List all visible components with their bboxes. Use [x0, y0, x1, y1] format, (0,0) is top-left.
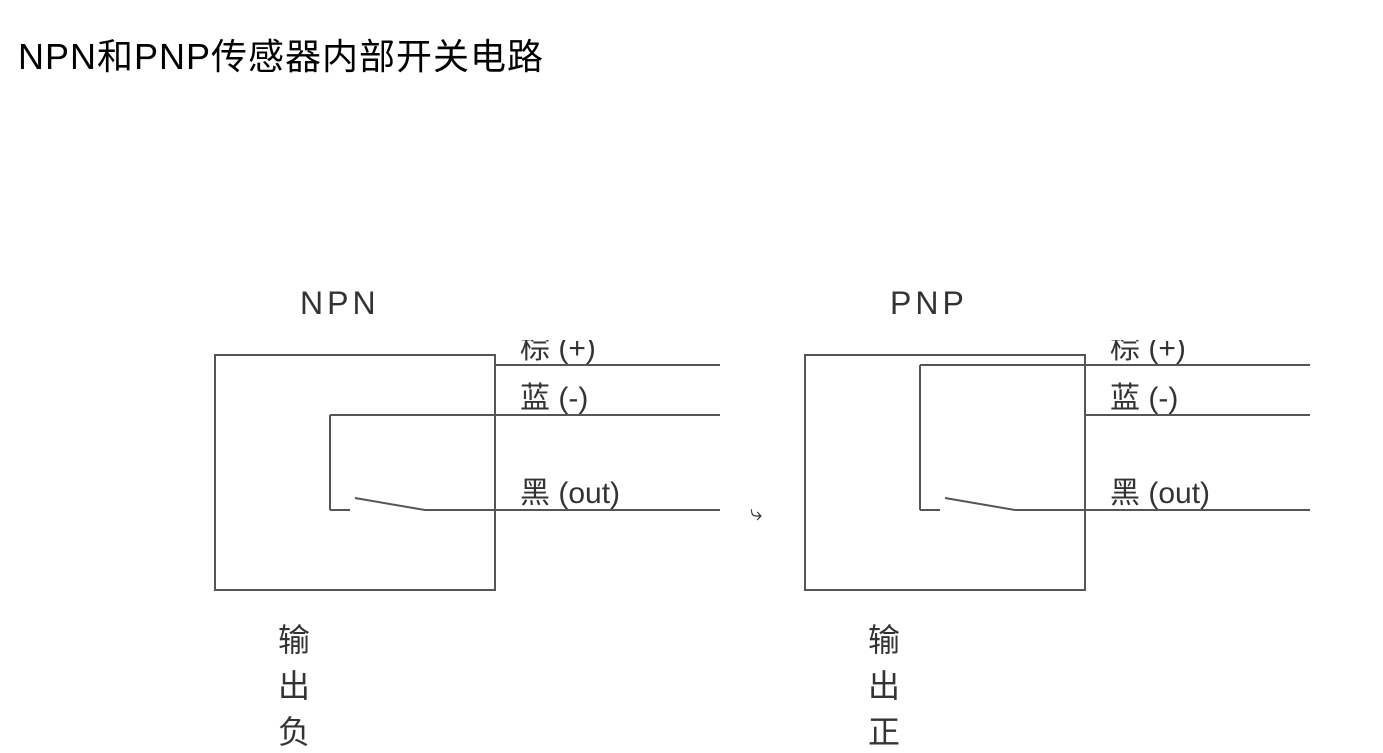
stray-mark: ⤷: [750, 500, 762, 526]
npn-output-label: 输出负: [278, 615, 314, 753]
pnp-circuit-svg: 棕 (+) 蓝 (-) 黑 (out): [790, 340, 1350, 610]
npn-circuit-svg: 棕 (+) 蓝 (-) 黑 (out): [200, 340, 760, 610]
pnp-blue-label: 蓝 (-): [1110, 382, 1178, 415]
npn-blue-label: 蓝 (-): [520, 382, 588, 415]
npn-black-label: 黑 (out): [520, 477, 620, 510]
npn-type-label: NPN: [300, 285, 380, 322]
page-title: NPN和PNP传感器内部开关电路: [18, 28, 544, 80]
pnp-black-label: 黑 (out): [1110, 477, 1210, 510]
pnp-type-label: PNP: [890, 285, 968, 322]
pnp-output-label: 输出正: [868, 615, 904, 753]
npn-box: [215, 355, 495, 590]
npn-switch-arm: [355, 498, 425, 510]
pnp-box: [805, 355, 1085, 590]
pnp-switch-arm: [945, 498, 1015, 510]
pnp-brown-label: 棕 (+): [1110, 340, 1186, 365]
npn-brown-label: 棕 (+): [520, 340, 596, 365]
